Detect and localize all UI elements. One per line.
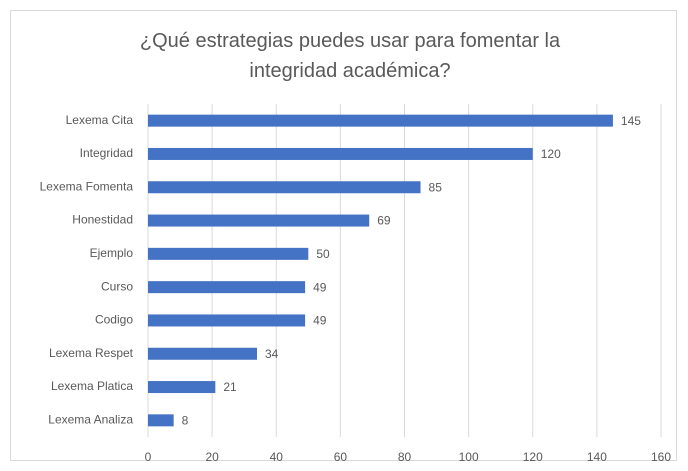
bar (148, 181, 421, 194)
data-label: 50 (316, 247, 330, 261)
y-tick-label: Lexema Respet (49, 346, 134, 360)
bar (148, 314, 306, 327)
data-label: 69 (377, 214, 391, 228)
bar (148, 214, 370, 227)
data-label: 49 (313, 314, 327, 328)
bar (148, 247, 309, 260)
y-tick-label: Lexema Platica (51, 379, 133, 393)
bar (148, 347, 258, 360)
x-tick-label: 80 (398, 450, 412, 464)
y-tick-label: Lexema Analiza (48, 413, 133, 427)
x-tick-label: 0 (145, 450, 152, 464)
y-tick-label: Lexema Fomenta (40, 179, 134, 193)
y-tick-label: Lexema Cita (66, 113, 134, 127)
bar (148, 381, 216, 394)
data-label: 34 (265, 347, 279, 361)
data-label: 145 (621, 114, 641, 128)
data-label: 120 (541, 147, 561, 161)
chart-title: ¿Qué estrategias puedes usar para foment… (139, 30, 561, 82)
data-label: 49 (313, 280, 327, 294)
y-tick-label: Ejemplo (90, 246, 134, 260)
x-tick-label: 40 (270, 450, 284, 464)
x-tick-label: 120 (523, 450, 543, 464)
bar (148, 147, 533, 160)
x-tick-label: 160 (651, 450, 671, 464)
x-tick-label: 140 (587, 450, 607, 464)
data-label: 21 (223, 380, 237, 394)
x-tick-label: 100 (459, 450, 479, 464)
chart-border (10, 10, 677, 461)
bar (148, 281, 306, 294)
data-label: 8 (182, 414, 189, 428)
bar (148, 414, 174, 427)
y-tick-label: Codigo (95, 313, 133, 327)
x-tick-label: 20 (205, 450, 219, 464)
y-tick-label: Integridad (80, 146, 133, 160)
bar (148, 114, 613, 127)
y-tick-label: Honestidad (72, 213, 133, 227)
data-label: 85 (429, 180, 443, 194)
x-tick-label: 60 (334, 450, 348, 464)
y-tick-label: Curso (101, 279, 133, 293)
